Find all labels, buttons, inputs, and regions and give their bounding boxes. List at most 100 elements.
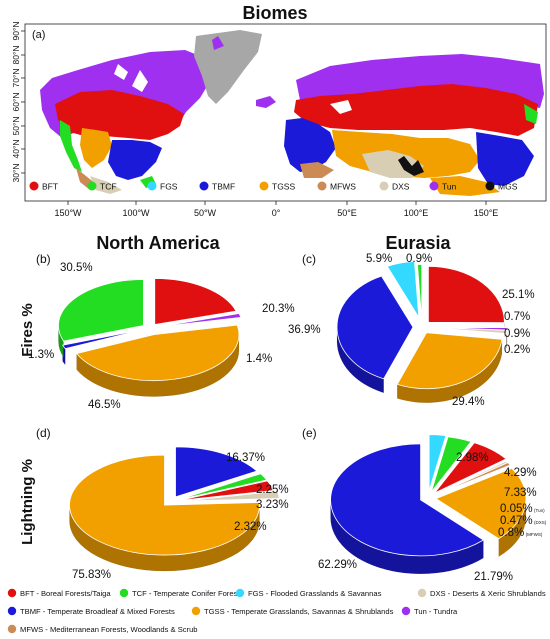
pie-label-tcf: 2.25% (256, 484, 289, 496)
lon-label: 150°E (474, 208, 499, 218)
lat-label: 40°N (11, 140, 21, 159)
map-legend-label-dxs: DXS (392, 182, 410, 192)
panel-label: (b) (36, 252, 51, 266)
pie-slice-dxs (184, 490, 280, 502)
lat-label: 70°N (11, 69, 21, 88)
legend-swatch-tun (401, 606, 411, 616)
legend-swatch-mfws (7, 624, 17, 634)
legend-swatch-tbmf (7, 606, 17, 616)
pie-slice-fgs (428, 434, 447, 491)
map-legend-swatch-bft (29, 181, 39, 191)
map-legend-swatch-tbmf (199, 181, 209, 191)
pie-chart-fires-eurasia: (c) 25.1% 0.7% 0.9% 0.2% 29.4% 36.9% 5.9% 0.9% (288, 252, 535, 408)
row-title-fires: Fires % (19, 303, 36, 356)
pie-slice-bft (154, 278, 237, 325)
pie-slice-tcf (58, 279, 144, 342)
greenland (194, 30, 262, 104)
eu-montane (398, 156, 424, 176)
pie-label-dxs: 0.47% (500, 515, 533, 527)
pie-label-bft: 7.33% (504, 487, 537, 499)
pie-label-tag-mfws: (MFWS) (526, 532, 543, 537)
eu-south-grassland (430, 176, 500, 196)
lon-label: 100°W (122, 208, 150, 218)
legend-label-mfws: MFWS - Mediterranean Forests, Woodlands … (20, 625, 198, 634)
map-legend-label-tbmf: TBMF (212, 182, 235, 192)
col-title-eurasia: Eurasia (385, 233, 451, 253)
pie-label-mfws: 0.8% (498, 527, 524, 539)
pie-chart-lightning-eurasia: (e) 2.98% 4.29% 7.33% 0.05% (Tun)0.47% (DXS) 0.… (302, 426, 547, 583)
pie-tops (69, 446, 280, 556)
pie-slice-tcf (430, 436, 472, 493)
map-legend-label-tun: Tun (442, 182, 457, 192)
pie-slice-tun (157, 313, 242, 328)
legend-label-tcf: TCF - Temperate Conifer Forests (132, 589, 243, 598)
pie-label-tgss: 46.5% (88, 399, 121, 411)
panel-label: (c) (302, 252, 316, 266)
pie-label-tbmf: 36.9% (288, 324, 321, 336)
legend-label-dxs: DXS - Deserts & Xeric Shrublands (430, 589, 546, 598)
pie-tops (336, 261, 508, 390)
pie-label-tag-tun: (Tun) (534, 508, 545, 513)
pie-slice-tgss (435, 467, 527, 540)
pie-label-tgss: 21.79% (474, 571, 513, 583)
row-title-lightning: Lightning % (19, 459, 36, 545)
lon-label: 50°W (194, 208, 217, 218)
iceland (256, 96, 276, 108)
na-grassland (80, 128, 112, 168)
biome-legend: BFT - Boreal Forests/Taiga TCF - Temperat… (7, 588, 546, 634)
legend-label-fgs: FGS - Flooded Grasslands & Savannas (248, 589, 382, 598)
pie-label-dxs: 2.32% (234, 521, 267, 533)
pie-label-tbmf: 62.29% (318, 559, 357, 571)
pie-tops (330, 434, 527, 557)
pie-label-tcf: 0.9% (406, 253, 432, 265)
pie-label-fgs: 5.9% (366, 253, 392, 265)
map-panel-label: (a) (32, 29, 45, 41)
eu-conifer (524, 104, 538, 124)
pie-slice-mfws (434, 462, 512, 496)
biome-map: (a) (11, 22, 547, 218)
legend-label-tun: Tun - Tundra (414, 607, 458, 616)
lat-label: 50°N (11, 117, 21, 136)
lat-label: 80°N (11, 46, 21, 65)
lon-label: 50°E (337, 208, 357, 218)
panel-label: (d) (36, 426, 51, 440)
eu-broadleaf-west (284, 118, 336, 172)
pie-label-mfws: 0.2% (504, 344, 530, 356)
pie-label-dxs: 0.9% (504, 328, 530, 340)
eu-mediterranean (300, 162, 334, 178)
legend-label-tgss: TGSS - Temperate Grasslands, Savannas & … (204, 607, 394, 616)
pie-label-tgss: 75.83% (72, 569, 111, 581)
pie-chart-fires-north-america: (b) 20.3% 1.4% 46.5% 1.3% 30.5% (28, 252, 295, 411)
pie-slice-bft (434, 442, 507, 494)
pie-slice-tcf (417, 263, 423, 321)
pie-label-tcf: 30.5% (60, 262, 93, 274)
pie-label-tun: 0.7% (504, 311, 530, 323)
na-broadleaf (108, 140, 162, 180)
map-legend-swatch-fgs (147, 181, 157, 191)
map-legend-label-tgss: TGSS (272, 182, 295, 192)
pie-label-bft: 20.3% (262, 303, 295, 315)
map-legend-swatch-tun (429, 181, 439, 191)
pie-label-tbmf: 16.37% (226, 452, 265, 464)
legend-label-bft: BFT - Boreal Forests/Taiga (20, 589, 111, 598)
pie-label-fgs: 2.98% (456, 452, 489, 464)
lon-label: 150°W (54, 208, 82, 218)
map-legend-swatch-dxs (379, 181, 389, 191)
na-desert (90, 176, 122, 194)
pie-label-tag-dxs: (DXS) (534, 520, 547, 525)
panel-label: (e) (302, 426, 317, 440)
pie-slice-tgss (69, 454, 260, 556)
map-legend-swatch-tcf (87, 181, 97, 191)
pie-slice-tgss (396, 332, 503, 390)
latitude-labels: 90°N 80°N 70°N 60°N 50°N 40°N 30°N (11, 22, 25, 183)
pie-slice-tbmf (175, 446, 258, 498)
pie-slice-bft (427, 265, 505, 324)
pie-slice-tcf (179, 473, 268, 500)
pie-slice-mfws (430, 327, 507, 335)
legend-label-tbmf: TBMF - Temperate Broadleaf & Mixed Fores… (20, 607, 175, 616)
pie-chart-lightning-north-america: (d) 16.37% 2.25% 3.23% 2.32% 75.83% (36, 426, 289, 581)
pie-slice-bft (179, 480, 274, 501)
lat-label: 60°N (11, 93, 21, 112)
map-legend-label-fgs: FGS (160, 182, 178, 192)
